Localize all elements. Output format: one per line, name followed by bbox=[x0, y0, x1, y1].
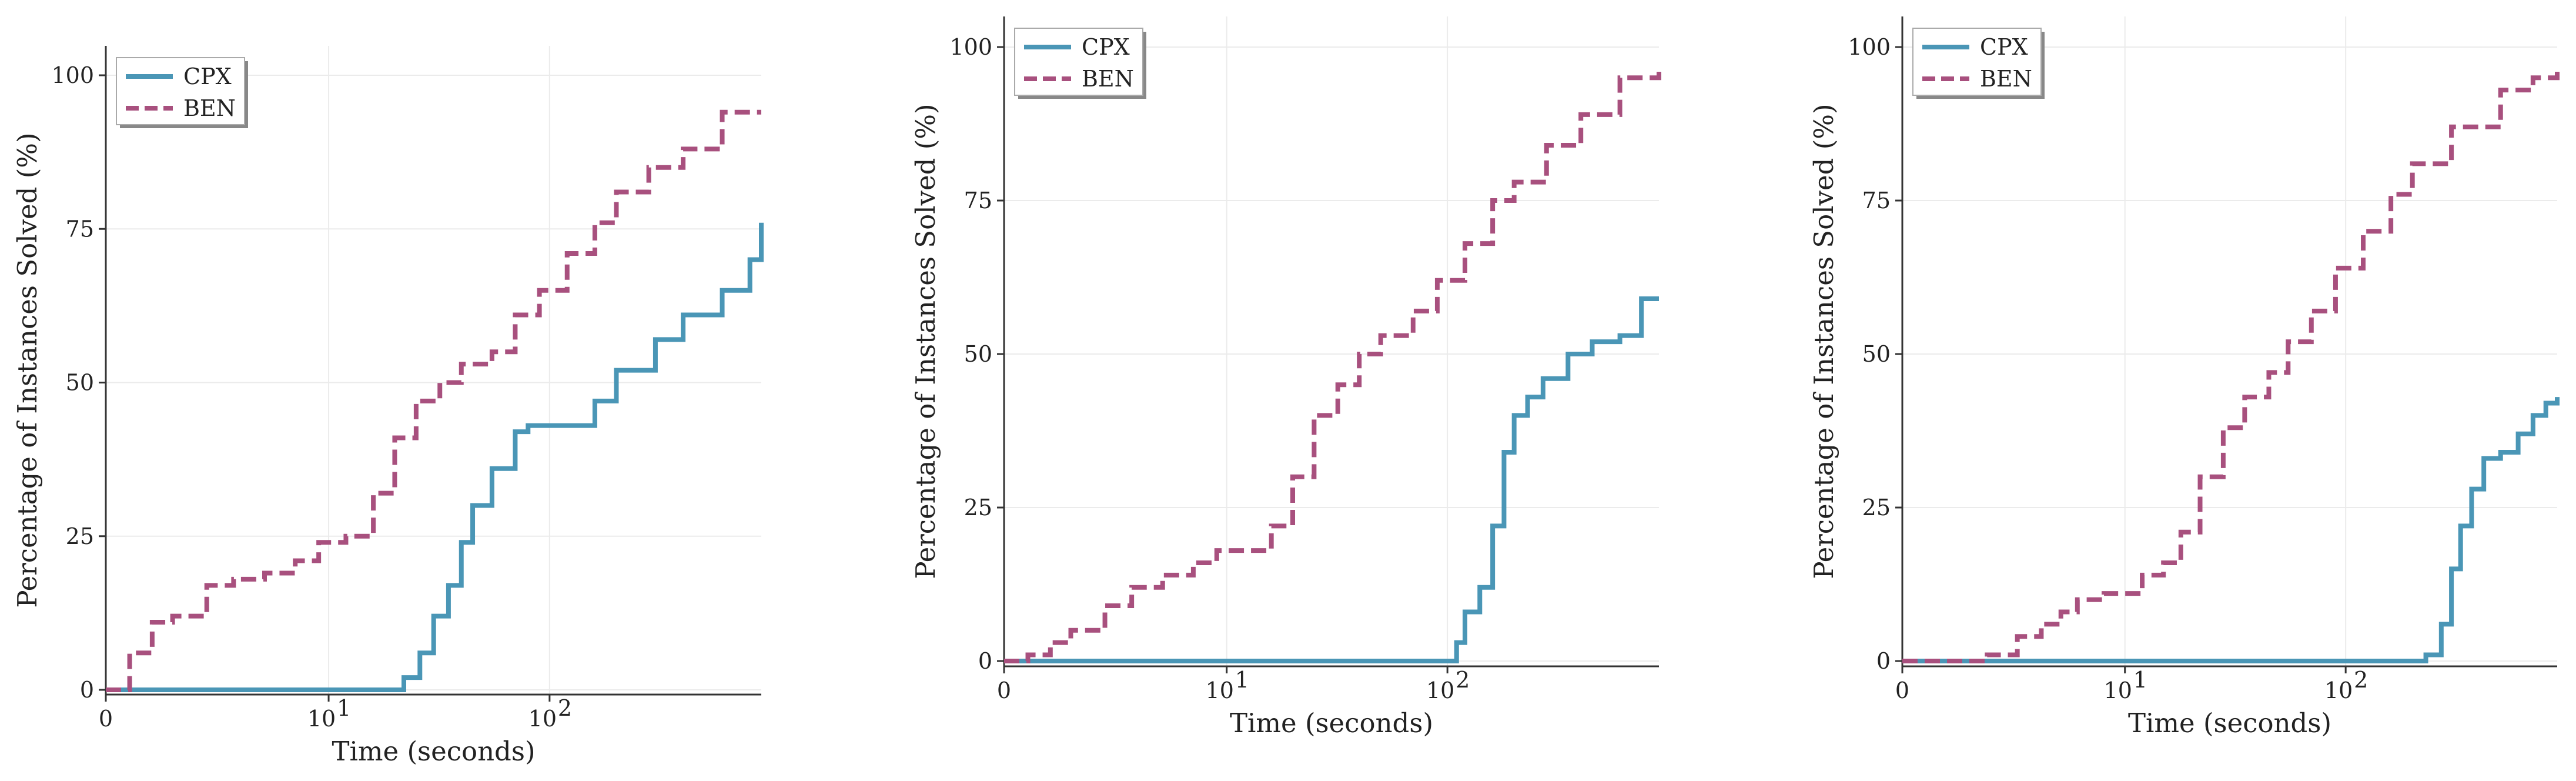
cpx-series-line bbox=[1004, 296, 1659, 663]
cpx-series-line bbox=[1902, 397, 2560, 663]
x-tick-label: 10 bbox=[1206, 677, 1234, 703]
y-tick-label: 50 bbox=[1862, 341, 1891, 367]
x-tick-exponent: 1 bbox=[2133, 667, 2147, 693]
legend-label: CPX bbox=[1980, 34, 2028, 60]
legend-label: CPX bbox=[183, 64, 232, 89]
legend-label: CPX bbox=[1082, 34, 1130, 60]
y-tick-label: 25 bbox=[66, 523, 94, 549]
x-tick-exponent: 1 bbox=[1235, 667, 1249, 693]
x-axis-label: Time (seconds) bbox=[2128, 707, 2331, 739]
ben-series-line bbox=[1004, 65, 1661, 663]
x-tick-exponent: 1 bbox=[337, 695, 351, 721]
x-tick-label: 0 bbox=[997, 677, 1011, 703]
legend-label: BEN bbox=[1082, 66, 1134, 92]
y-tick-label: 75 bbox=[1862, 188, 1891, 213]
y-tick-label: 50 bbox=[66, 370, 94, 396]
legend-box bbox=[116, 57, 245, 125]
x-axis-label: Time (seconds) bbox=[332, 736, 535, 767]
y-tick-label: 75 bbox=[964, 188, 992, 213]
y-tick-label: 75 bbox=[66, 216, 94, 242]
x-tick-label: 0 bbox=[99, 706, 113, 732]
y-tick-label: 25 bbox=[1862, 495, 1891, 520]
legend: CPX BEN bbox=[1912, 28, 2042, 96]
y-tick-label: 50 bbox=[964, 341, 992, 367]
x-axis-label: Time (seconds) bbox=[1230, 707, 1433, 739]
y-tick-label: 0 bbox=[1876, 648, 1891, 674]
y-tick-label: 0 bbox=[978, 648, 992, 674]
y-tick-label: 0 bbox=[80, 677, 94, 703]
ben-series-line bbox=[1902, 65, 2560, 663]
y-axis-label: Percentage of Instances Solved (%) bbox=[1808, 104, 1839, 579]
legend: CPX BEN bbox=[1014, 28, 1143, 96]
x-tick-label: 10 bbox=[307, 706, 336, 732]
x-tick-label: 10 bbox=[2104, 677, 2132, 703]
x-tick-label: 10 bbox=[1426, 677, 1454, 703]
legend-label: BEN bbox=[1980, 66, 2032, 92]
legend-box bbox=[1014, 28, 1143, 96]
x-tick-label: 10 bbox=[528, 706, 557, 732]
y-tick-label: 25 bbox=[964, 495, 992, 520]
x-tick-exponent: 2 bbox=[2354, 667, 2368, 693]
y-tick-label: 100 bbox=[949, 34, 992, 60]
legend-label: BEN bbox=[183, 95, 236, 121]
x-tick-exponent: 2 bbox=[1456, 667, 1470, 693]
legend-box bbox=[1912, 28, 2042, 96]
x-tick-label: 0 bbox=[1895, 677, 1909, 703]
y-tick-label: 100 bbox=[51, 62, 94, 88]
legend: CPX BEN bbox=[116, 57, 245, 125]
y-axis-label: Percentage of Instances Solved (%) bbox=[910, 104, 941, 579]
y-tick-label: 100 bbox=[1848, 34, 1891, 60]
cpx-series-line bbox=[106, 222, 764, 692]
ben-series-line bbox=[106, 109, 761, 692]
x-tick-label: 10 bbox=[2324, 677, 2353, 703]
x-tick-exponent: 2 bbox=[558, 695, 572, 721]
y-axis-label: Percentage of Instances Solved (%) bbox=[12, 132, 43, 608]
